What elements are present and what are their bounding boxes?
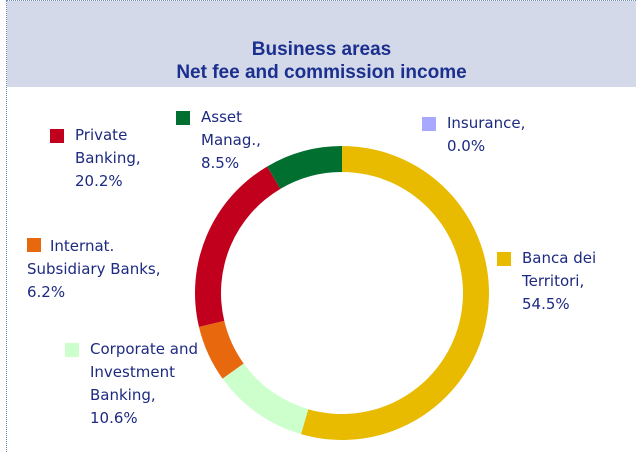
legend-swatch xyxy=(422,117,436,131)
data-label: Asset Manag., 8.5% xyxy=(176,106,291,175)
data-label: Internat. Subsidiary Banks, 6.2% xyxy=(27,235,187,304)
legend-swatch xyxy=(50,129,64,143)
label-category: Asset Manag., xyxy=(201,108,261,149)
donut-segment xyxy=(267,146,342,189)
label-category: Banca dei Territori, xyxy=(522,249,597,290)
label-category: Private Banking, xyxy=(75,126,141,167)
legend-swatch xyxy=(176,111,190,125)
data-label: Private Banking, 20.2% xyxy=(50,124,175,193)
label-value: 10.6% xyxy=(90,409,138,427)
label-category: Corporate and Investment Banking, xyxy=(90,340,198,404)
label-value: 0.0% xyxy=(447,137,486,155)
label-value: 8.5% xyxy=(201,154,240,172)
legend-swatch xyxy=(27,238,41,252)
donut-segment xyxy=(222,363,309,435)
donut-segment xyxy=(194,166,281,327)
data-label: Corporate and Investment Banking, 10.6% xyxy=(65,338,210,430)
label-value: 20.2% xyxy=(75,172,123,190)
label-category: Internat. Subsidiary Banks, xyxy=(27,237,161,278)
data-label: Insurance, 0.0% xyxy=(422,112,567,158)
label-category: Insurance, xyxy=(447,114,526,132)
label-value: 6.2% xyxy=(27,283,66,301)
data-label: Banca dei Territori, 54.5% xyxy=(497,247,636,316)
header xyxy=(7,1,636,87)
legend-swatch xyxy=(497,252,511,266)
label-value: 54.5% xyxy=(522,295,570,313)
legend-swatch xyxy=(65,343,79,357)
chart-subtitle: Net fee and commission income xyxy=(176,62,467,83)
donut-segment xyxy=(198,320,244,379)
donut-segment xyxy=(300,146,489,440)
chart-title: Business areas xyxy=(251,39,392,60)
frame xyxy=(6,0,636,452)
